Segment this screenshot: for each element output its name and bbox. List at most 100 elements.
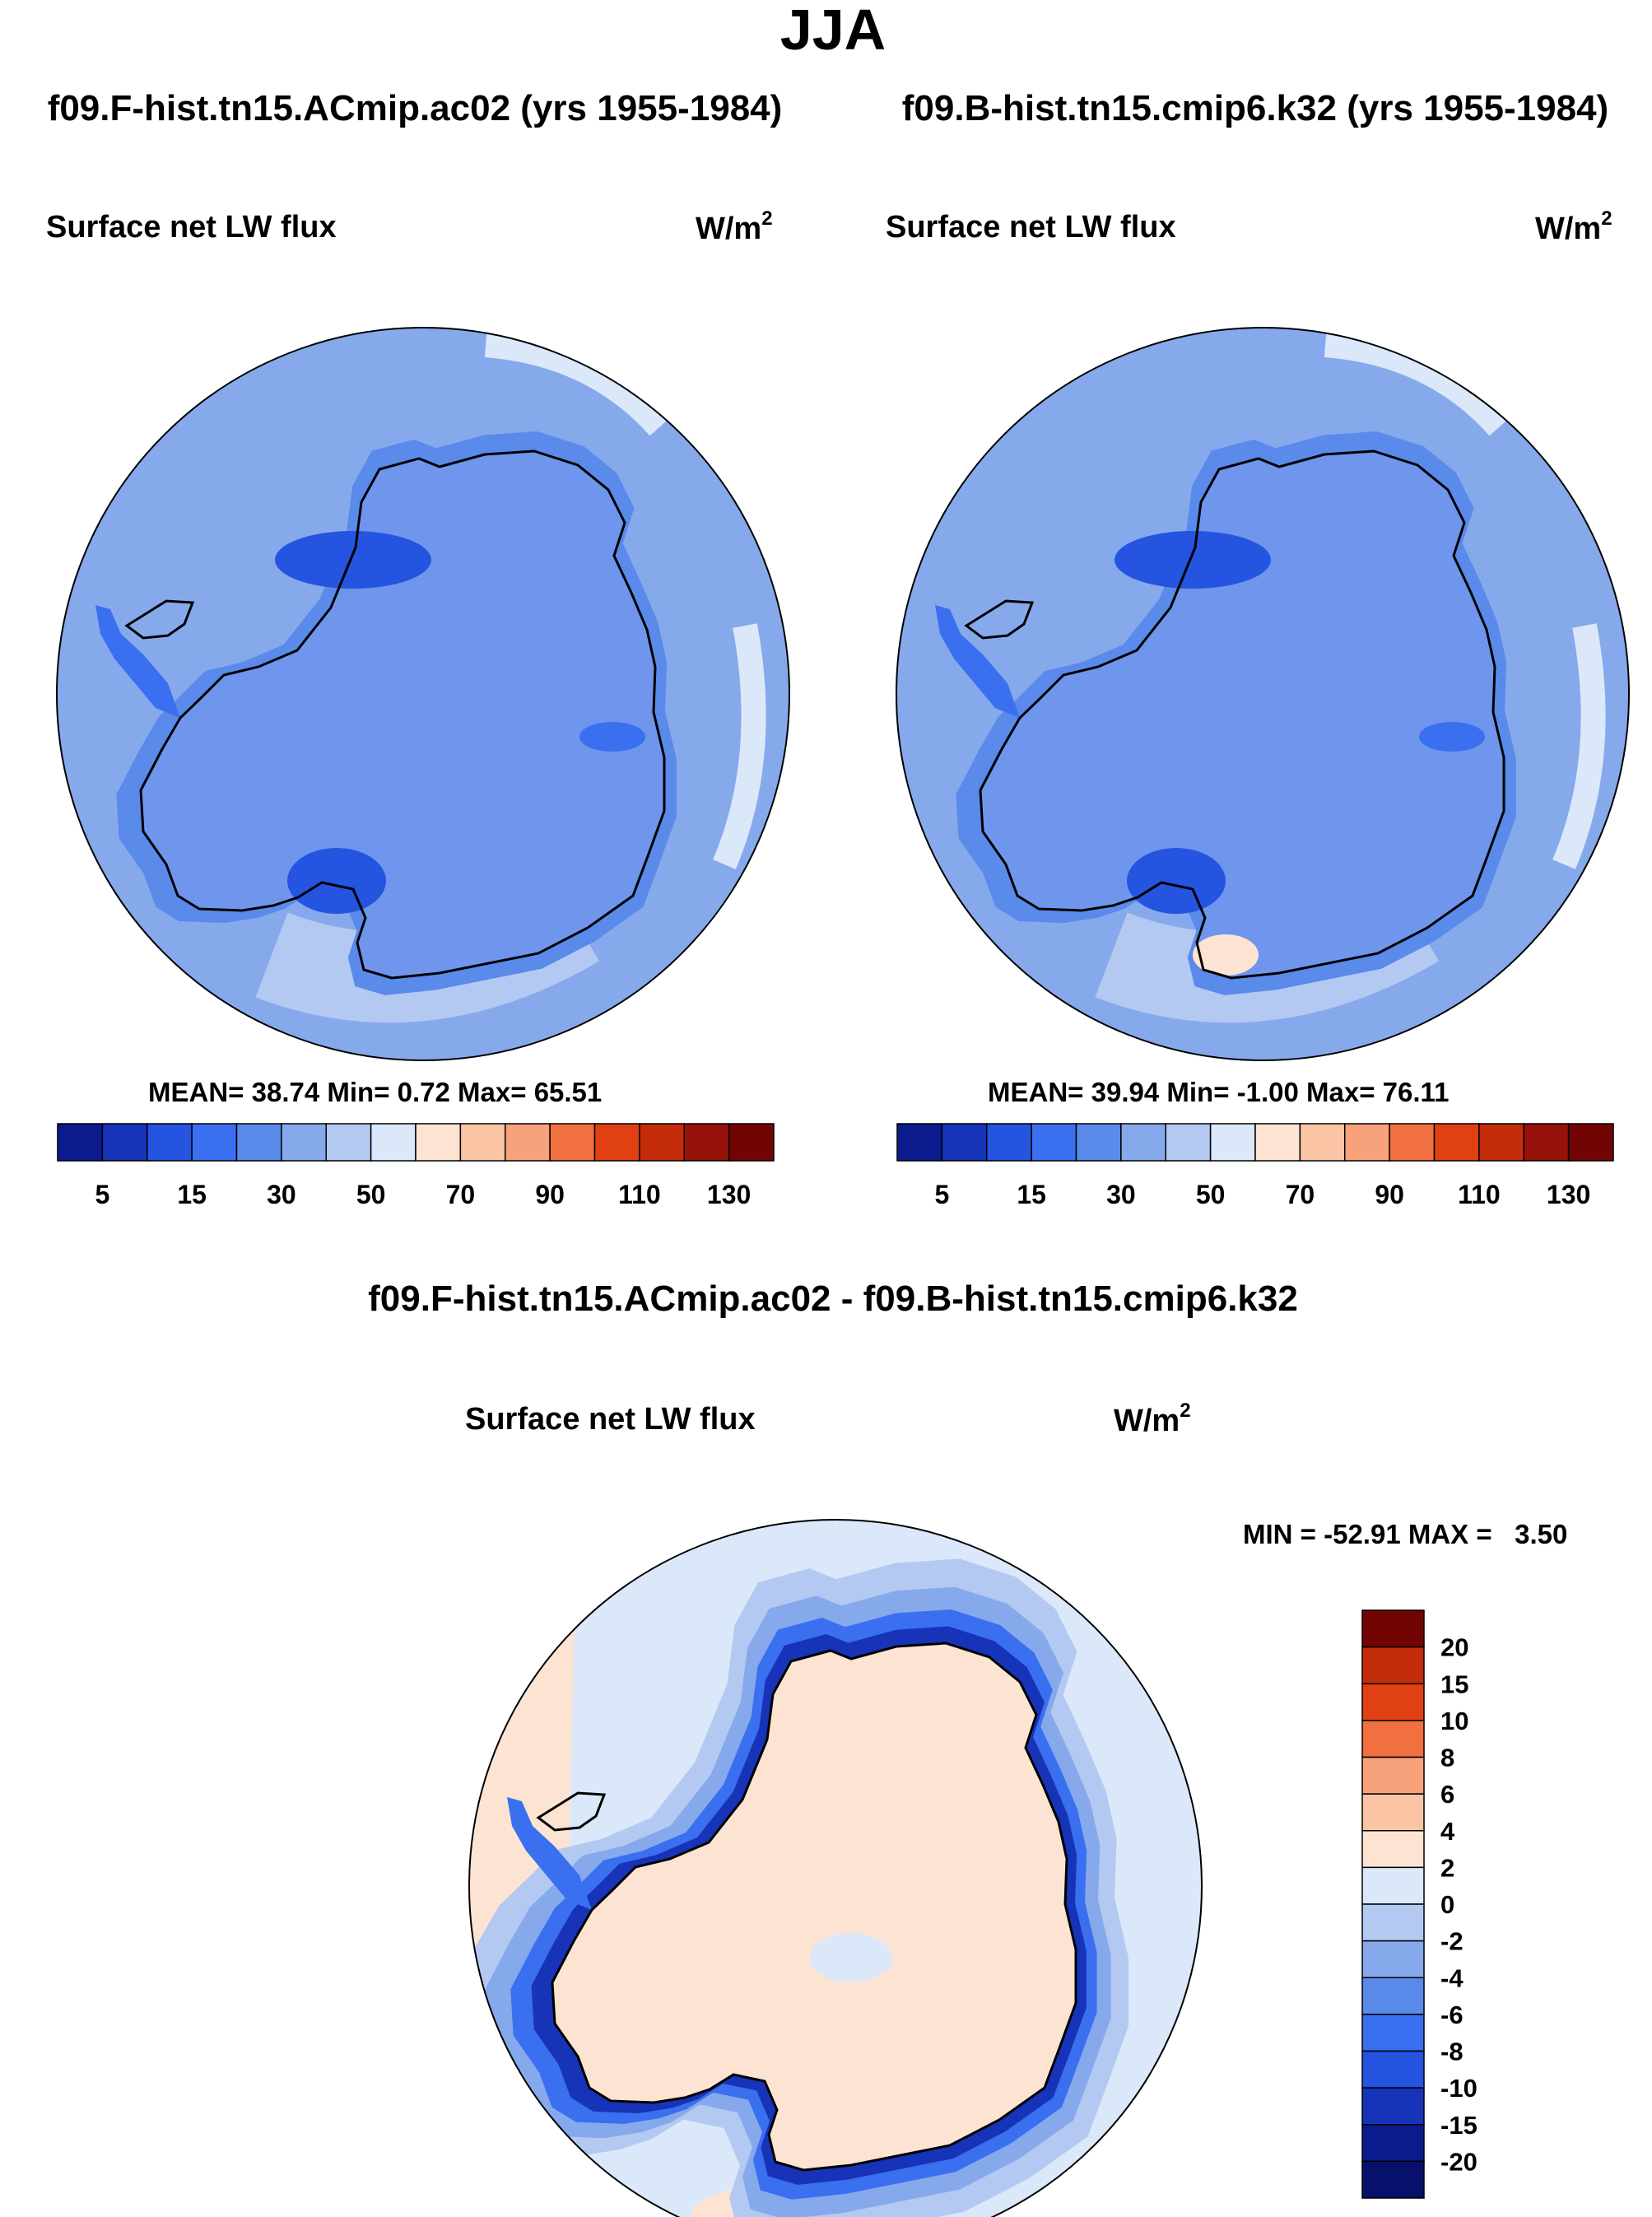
diff-colorbar-tick-label: 4 bbox=[1440, 1817, 1455, 1846]
right-case-title: f09.B-hist.tn15.cmip6.k32 (yrs 1955-1984… bbox=[902, 88, 1608, 128]
diff-colorbar-tick-label: -15 bbox=[1440, 2111, 1477, 2140]
left-colorbar-swatch bbox=[683, 1123, 730, 1162]
left-colorbar-tick-label: 110 bbox=[618, 1180, 661, 1209]
right-map-ross-low bbox=[1127, 848, 1226, 914]
diff-colorbar-tick-label: 10 bbox=[1440, 1707, 1468, 1735]
right-map-border bbox=[896, 327, 1630, 1061]
left-colorbar-swatch bbox=[101, 1123, 148, 1162]
left-colorbar-swatch bbox=[57, 1123, 104, 1162]
left-colorbar-tick-label: 50 bbox=[356, 1180, 386, 1209]
right-colorbar-swatch bbox=[1031, 1123, 1077, 1162]
diff-colorbar-swatch bbox=[1361, 1609, 1425, 1648]
right-colorbar-swatch bbox=[1389, 1123, 1436, 1162]
left-colorbar-tick-label: 130 bbox=[707, 1180, 751, 1209]
right-map bbox=[896, 327, 1630, 1061]
diff-stats: MIN = -52.91 MAX = 3.50 bbox=[1243, 1519, 1567, 1549]
right-map-east-low bbox=[1419, 722, 1485, 752]
left-colorbar-tick-label: 15 bbox=[177, 1180, 207, 1209]
diff-colorbar-swatch bbox=[1361, 2124, 1425, 2163]
diff-colorbar-swatch bbox=[1361, 1646, 1425, 1684]
left-colorbar-tick-label: 5 bbox=[95, 1180, 109, 1209]
right-colorbar-swatch bbox=[1567, 1123, 1614, 1162]
diff-map-positive-north bbox=[617, 1520, 749, 1535]
left-map-pale-streak-ne bbox=[484, 334, 668, 436]
right-colorbar-swatch bbox=[986, 1123, 1032, 1162]
diff-colorbar-tick-label: -4 bbox=[1440, 1963, 1464, 1992]
left-case-title: f09.F-hist.tn15.ACmip.ac02 (yrs 1955-198… bbox=[48, 88, 783, 128]
left-colorbar-tick-label: 70 bbox=[446, 1180, 476, 1209]
right-colorbar-swatch bbox=[1433, 1123, 1480, 1162]
right-variable-label: Surface net LW flux bbox=[886, 210, 1176, 245]
diff-colorbar-swatch bbox=[1361, 2050, 1425, 2089]
left-map-border bbox=[56, 327, 790, 1061]
diff-colorbar-swatch bbox=[1361, 1683, 1425, 1721]
diff-colorbar-swatch bbox=[1361, 1720, 1425, 1758]
diff-colorbar-swatch bbox=[1361, 1903, 1425, 1942]
right-colorbar-swatch bbox=[1254, 1123, 1301, 1162]
diff-colorbar-tick-label: -20 bbox=[1440, 2147, 1477, 2176]
diff-colorbar-swatch bbox=[1361, 2014, 1425, 2052]
diff-colorbar-tick-label: 15 bbox=[1440, 1670, 1468, 1698]
right-colorbar-tick-label: 15 bbox=[1017, 1180, 1046, 1209]
right-colorbar-swatch bbox=[1209, 1123, 1256, 1162]
left-colorbar-swatch bbox=[235, 1123, 282, 1162]
diff-colorbar-tick-label: -6 bbox=[1440, 2000, 1464, 2029]
right-colorbar: 5 15 30 50 70 90 110 130 bbox=[896, 1123, 1614, 1209]
diff-colorbar-tick-label: 6 bbox=[1440, 1780, 1454, 1809]
right-colorbar-swatch bbox=[1478, 1123, 1524, 1162]
diff-map-interior-negative bbox=[810, 1933, 892, 1982]
right-colorbar-swatch bbox=[941, 1123, 988, 1162]
diff-colorbar-tick-label: 0 bbox=[1440, 1890, 1454, 1919]
left-colorbar-swatch bbox=[639, 1123, 685, 1162]
diff-colorbar-tick-label: -2 bbox=[1440, 1927, 1464, 1956]
diff-colorbar-swatch bbox=[1361, 1756, 1425, 1795]
left-colorbar-swatch bbox=[147, 1123, 193, 1162]
right-units-label: W/m2 bbox=[1535, 207, 1612, 246]
right-colorbar-tick-label: 70 bbox=[1286, 1180, 1315, 1209]
left-colorbar-swatch bbox=[415, 1123, 462, 1162]
right-colorbar-swatch bbox=[1120, 1123, 1166, 1162]
diff-map-positive-ne bbox=[1037, 1539, 1185, 1589]
diff-map bbox=[468, 1519, 1203, 2217]
diff-colorbar-tick-label: -8 bbox=[1440, 2038, 1464, 2066]
left-colorbar-swatch bbox=[370, 1123, 416, 1162]
diff-units-label: W/m2 bbox=[1114, 1400, 1191, 1438]
left-colorbar-tick-label: 30 bbox=[267, 1180, 296, 1209]
main-title: JJA bbox=[780, 0, 886, 62]
left-colorbar-swatch bbox=[459, 1123, 506, 1162]
right-map-ross-high bbox=[1193, 934, 1259, 976]
left-colorbar-tick-label: 90 bbox=[535, 1180, 565, 1209]
left-stats: MEAN= 38.74 Min= 0.72 Max= 65.51 bbox=[148, 1077, 602, 1107]
diff-map-field bbox=[469, 1520, 1185, 2217]
right-colorbar-swatch bbox=[1523, 1123, 1570, 1162]
right-colorbar-tick-label: 130 bbox=[1547, 1180, 1590, 1209]
left-variable-label: Surface net LW flux bbox=[46, 210, 337, 245]
right-stats: MEAN= 39.94 Min= -1.00 Max= 76.11 bbox=[988, 1077, 1449, 1107]
right-colorbar-tick-label: 50 bbox=[1196, 1180, 1226, 1209]
diff-colorbar-swatch bbox=[1361, 2087, 1425, 2126]
left-map bbox=[56, 327, 790, 1061]
right-colorbar-tick-label: 90 bbox=[1375, 1180, 1404, 1209]
right-map-pale-streak-ne bbox=[1324, 334, 1507, 436]
diff-colorbar-swatch bbox=[1361, 1977, 1425, 2015]
left-colorbar-swatch bbox=[505, 1123, 551, 1162]
left-colorbar-swatch bbox=[593, 1123, 640, 1162]
right-colorbar-swatch bbox=[1299, 1123, 1346, 1162]
right-colorbar-tick-label: 110 bbox=[1458, 1180, 1501, 1209]
left-colorbar-swatch bbox=[728, 1123, 775, 1162]
diff-colorbar-tick-label: 20 bbox=[1440, 1633, 1468, 1662]
left-colorbar-swatch bbox=[325, 1123, 372, 1162]
left-map-coastal-min bbox=[275, 531, 431, 589]
diff-colorbar-tick-label: 2 bbox=[1440, 1853, 1454, 1882]
left-colorbar: 5 15 30 50 70 90 110 130 bbox=[57, 1123, 775, 1209]
right-colorbar-tick-label: 30 bbox=[1106, 1180, 1136, 1209]
diff-colorbar-swatch bbox=[1361, 1793, 1425, 1832]
right-colorbar-swatch bbox=[1344, 1123, 1390, 1162]
diff-colorbar-swatch bbox=[1361, 1866, 1425, 1905]
right-colorbar-swatch bbox=[1075, 1123, 1122, 1162]
right-colorbar-tick-label: 5 bbox=[934, 1180, 949, 1209]
diff-map-border bbox=[468, 1519, 1203, 2217]
diff-colorbar-tick-label: 8 bbox=[1440, 1744, 1454, 1772]
